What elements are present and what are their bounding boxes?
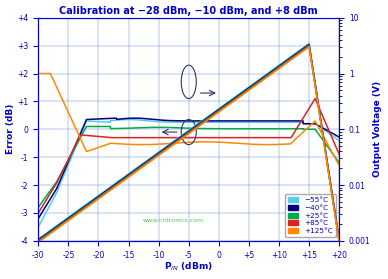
X-axis label: P$_{IN}$ (dBm): P$_{IN}$ (dBm) (165, 261, 213, 273)
Y-axis label: Error (dB): Error (dB) (5, 104, 15, 155)
Legend: −55°C, −40°C, +25°C, +85°C, +125°C: −55°C, −40°C, +25°C, +85°C, +125°C (285, 194, 336, 237)
Text: www.cntronics.com: www.cntronics.com (143, 218, 204, 223)
Title: Calibration at −28 dBm, −10 dBm, and +8 dBm: Calibration at −28 dBm, −10 dBm, and +8 … (59, 6, 318, 16)
Y-axis label: Output Voltage (V): Output Voltage (V) (373, 81, 383, 177)
